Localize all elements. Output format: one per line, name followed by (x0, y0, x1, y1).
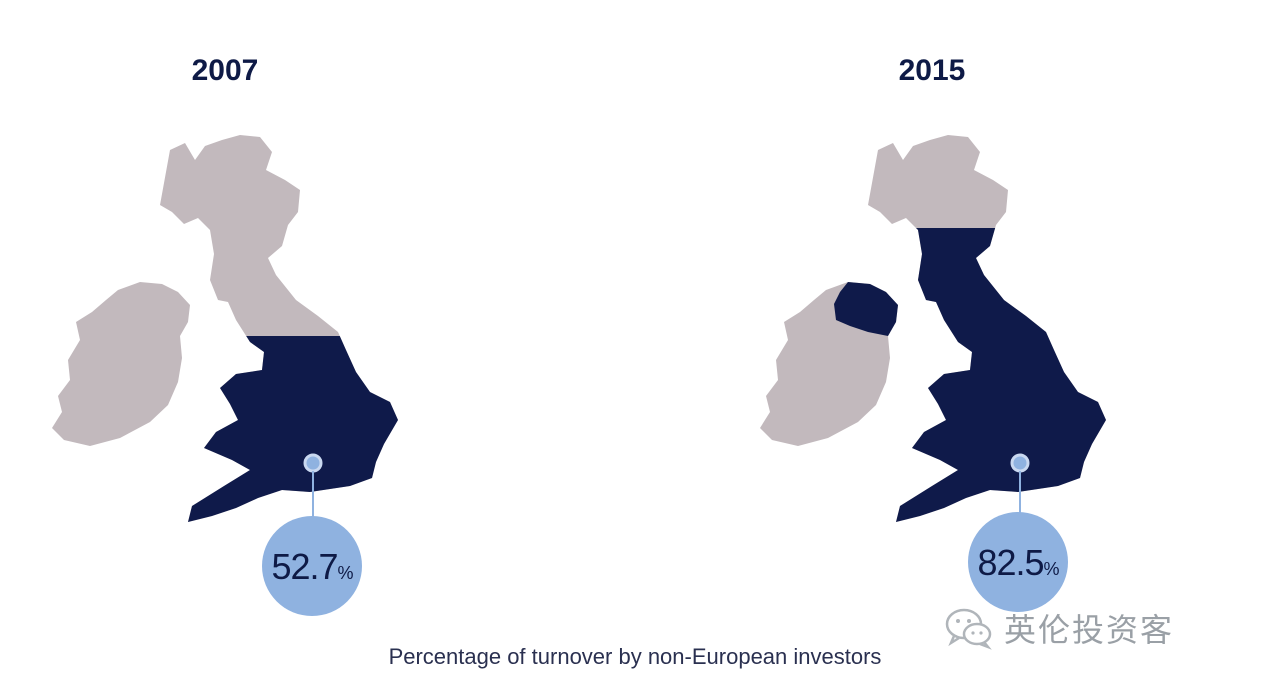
value-unit-2015: % (1044, 559, 1060, 579)
value-label-2007: 52.7% (271, 546, 353, 587)
pin-dot (1010, 453, 1030, 473)
watermark-text: 英伦投资客 (1004, 611, 1175, 649)
value-marker-2015: 82.5% (968, 453, 1068, 612)
value-marker-2007: 52.7% (262, 453, 362, 616)
value-bubble-2007 (262, 516, 362, 616)
uk-map-2015 (760, 135, 1106, 522)
ireland-region (52, 282, 190, 446)
value-number-2015: 82.5 (977, 542, 1043, 583)
map-panel-2007: 2007 52.7% (52, 54, 398, 616)
caption-text: Percentage of turnover by non-European i… (388, 644, 882, 669)
value-bubble-2015 (968, 512, 1068, 612)
value-unit-2007: % (338, 563, 354, 583)
pin-dot (303, 453, 323, 473)
chart-caption: Percentage of turnover by non-European i… (0, 644, 1270, 670)
uk-map-2007 (52, 135, 398, 522)
watermark: 英伦投资客 (944, 604, 1174, 652)
value-label-2015: 82.5% (977, 542, 1059, 583)
year-label-2015: 2015 (899, 54, 966, 87)
year-label-2007: 2007 (192, 54, 259, 87)
map-panel-2015: 2015 82.5% (760, 54, 1106, 612)
wechat-icon (945, 608, 992, 650)
value-number-2007: 52.7 (271, 546, 337, 587)
